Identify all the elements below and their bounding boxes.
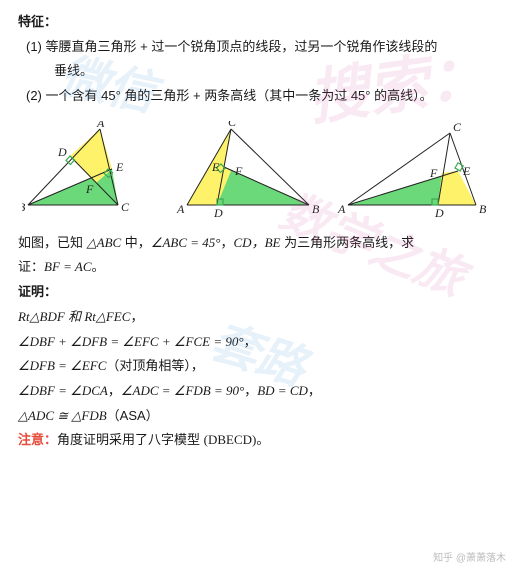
item2-text: 一个含有 45° 角的三角形 + 两条高线（其中一条为过 45° 的高线）。 xyxy=(46,88,433,103)
pl4-s2: ， xyxy=(244,383,257,398)
footer-credit: 知乎 @萧萧落木 xyxy=(433,549,506,568)
proof-heading: 证明： xyxy=(18,280,500,305)
svg-text:B: B xyxy=(312,202,320,216)
feature-item-2: (2) 一个含有 45° 角的三角形 + 两条高线（其中一条为过 45° 的高线… xyxy=(26,84,500,109)
proof-line-4: ∠DBF = ∠DCA，∠ADC = ∠FDB = 90°，BD = CD， xyxy=(18,379,500,404)
to-prove: 证：BF = AC。 xyxy=(18,255,500,280)
note-text-c: 。 xyxy=(256,432,269,447)
feature-item-1: (1) 等腰直角三角形 + 过一个锐角顶点的线段，过另一个锐角作该线段的 xyxy=(26,35,500,60)
para1-b: 中， xyxy=(121,235,151,250)
pl4-b: ∠ADC = ∠FDB = 90° xyxy=(121,383,244,398)
diagram-2: A B C D EF xyxy=(169,121,329,217)
item1-line1: 等腰直角三角形 + 过一个锐角顶点的线段，过另一个锐角作该线段的 xyxy=(46,39,438,54)
problem-statement: 如图，已知 △ABC 中，∠ABC = 45°，CD，BE 为三角形两条高线，求 xyxy=(18,231,500,256)
svg-text:C: C xyxy=(121,200,130,214)
svg-text:E: E xyxy=(115,160,124,174)
diagrams-row: ABCDEF ABCDEF ABCDEF xyxy=(18,121,500,217)
item2-prefix: (2) xyxy=(26,88,42,103)
proof-line-3: ∠DFB = ∠EFC（对顶角相等）， xyxy=(18,354,500,379)
pl1-math: Rt△BDF 和 Rt△FEC xyxy=(18,309,130,324)
pl2-math: ∠DBF + ∠DFB = ∠EFC + ∠FCE = 90° xyxy=(18,334,244,349)
triangle-abc: △ABC xyxy=(87,235,122,250)
svg-text:C: C xyxy=(453,121,462,134)
svg-text:E: E xyxy=(462,164,471,178)
note-text-b: (DBECD) xyxy=(204,432,257,447)
note-label: 注意： xyxy=(18,432,57,447)
svg-text:D: D xyxy=(213,206,223,217)
note-line: 注意：角度证明采用了八字模型 (DBECD)。 xyxy=(18,428,500,453)
diagram-3: A B C D E F xyxy=(336,121,496,217)
pl1-tail: ， xyxy=(130,309,143,324)
proof-line-1: Rt△BDF 和 Rt△FEC， xyxy=(18,305,500,330)
proof-line-2: ∠DBF + ∠DFB = ∠EFC + ∠FCE = 90°， xyxy=(18,330,500,355)
cd-be: CD，BE xyxy=(234,235,281,250)
svg-text:A: A xyxy=(96,121,105,130)
pl4-end: ， xyxy=(308,383,321,398)
pl5-tail: （ASA） xyxy=(107,408,159,423)
pl4-c: BD = CD xyxy=(257,383,308,398)
para1-d: 为三角形两条高线，求 xyxy=(280,235,414,250)
svg-text:F: F xyxy=(234,164,243,178)
svg-text:E: E xyxy=(211,160,220,174)
pl2-tail: ， xyxy=(244,334,257,349)
diagram-1: A B C D E F xyxy=(22,121,162,217)
svg-text:F: F xyxy=(429,166,438,180)
proof-line-5: △ADC ≅ △FDB（ASA） xyxy=(18,404,500,429)
svg-text:D: D xyxy=(57,145,67,159)
svg-text:A: A xyxy=(337,202,346,216)
bf-eq-ac: BF = AC xyxy=(44,259,92,274)
item1-line2: 垂线。 xyxy=(26,59,500,84)
svg-text:A: A xyxy=(176,202,185,216)
pl4-a: ∠DBF = ∠DCA xyxy=(18,383,108,398)
pl3-tail: （对顶角相等）， xyxy=(106,358,204,373)
svg-text:B: B xyxy=(479,202,487,216)
svg-text:C: C xyxy=(228,121,237,129)
note-text-a: 角度证明采用了八字模型 xyxy=(57,432,204,447)
para1-e: 证： xyxy=(18,259,44,274)
svg-text:F: F xyxy=(85,182,94,196)
angle-abc: ∠ABC = 45° xyxy=(151,235,221,250)
svg-text:D: D xyxy=(434,206,444,217)
pl5-math: △ADC ≅ △FDB xyxy=(18,408,107,423)
svg-text:B: B xyxy=(22,200,26,214)
para1-a: 如图，已知 xyxy=(18,235,87,250)
para1-c: ， xyxy=(221,235,234,250)
pl4-s1: ， xyxy=(108,383,121,398)
features-heading: 特征： xyxy=(18,10,500,35)
pl3-math: ∠DFB = ∠EFC xyxy=(18,358,106,373)
item1-prefix: (1) xyxy=(26,39,42,54)
